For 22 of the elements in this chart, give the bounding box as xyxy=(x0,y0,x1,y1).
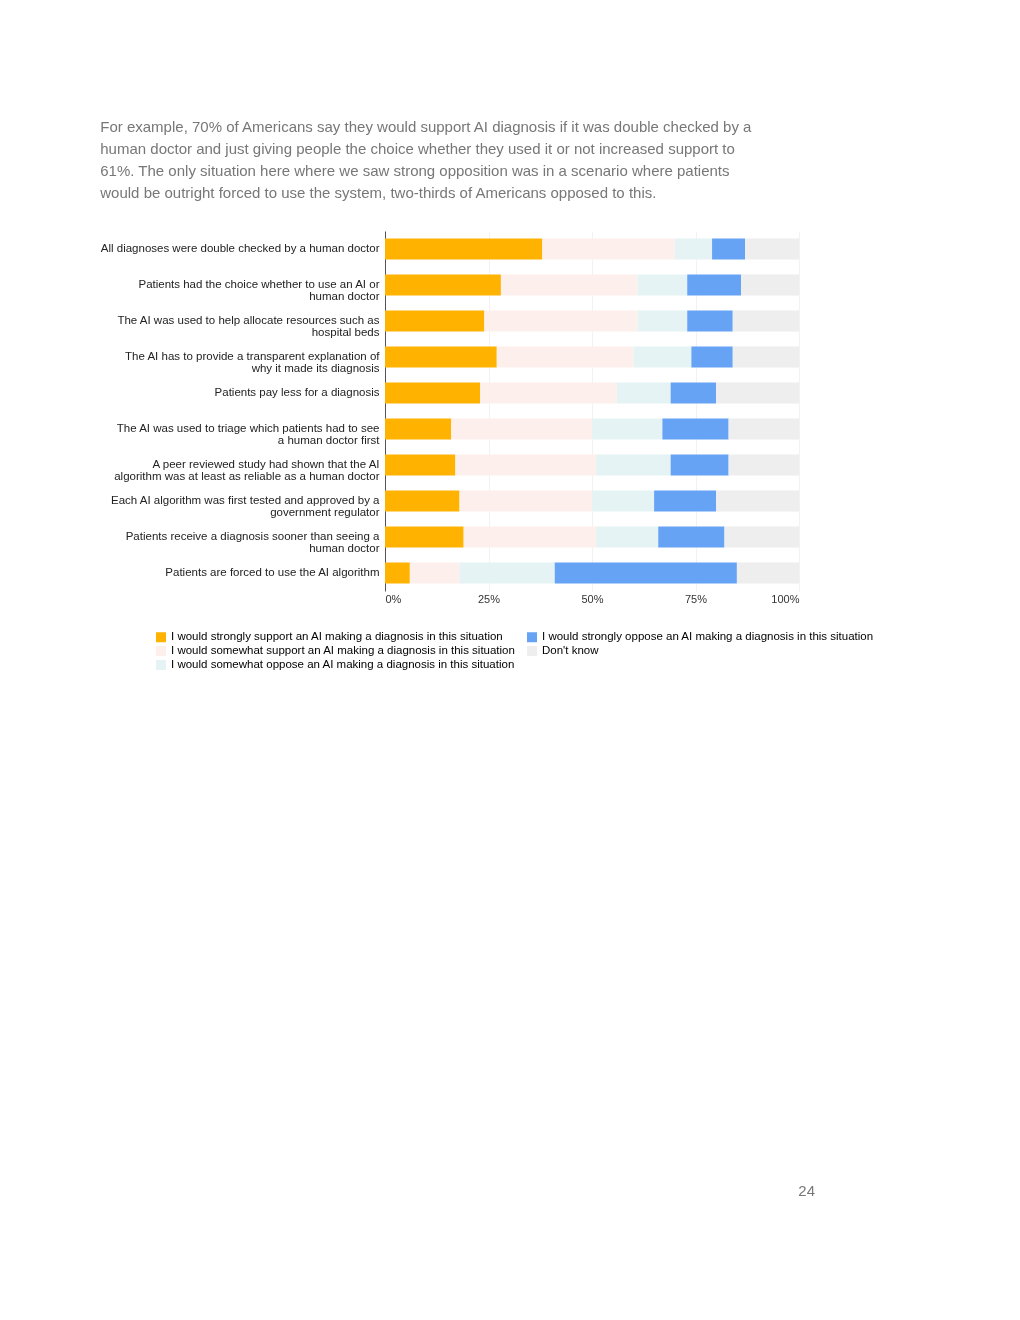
y-tick-label: All diagnoses were double checked by a human doctor xyxy=(100,242,380,254)
y-tick-label: The AI was used to triage which patients had to see a human doctor first xyxy=(116,422,381,446)
x-tick-label: 100% xyxy=(771,592,800,605)
x-tick-label: 50% xyxy=(581,592,604,605)
y-tick-label: Patients are forced to use the AI algorithm xyxy=(165,566,380,578)
y-tick-label: Patients had the choice whether to use an AI or human doctor xyxy=(138,278,380,302)
x-tick-label: 75% xyxy=(684,592,708,605)
y-tick-label: Patients receive a diagnosis sooner than seeing a human doctor xyxy=(125,530,381,554)
chart-subtitle: For example, 70% of Americans say they would support AI diagnosis if it was double checked by a human doctor and just giving people the choice whether they used it or not increased support to 61%. The only situation here where we saw strong opposition was in a scenario where patients would be outright forced to use the system, two-thirds of Americans opposed to this. xyxy=(99,118,753,201)
y-tick-label: The AI was used to help allocate resources such as hospital beds xyxy=(117,314,380,338)
legend-label: Don't know xyxy=(542,644,600,656)
y-tick-label: Patients pay less for a diagnosis xyxy=(214,386,380,398)
y-tick-label: A peer reviewed study had shown that the AI algorithm was at least as reliable as a human doctor xyxy=(114,458,380,482)
y-tick-label: The AI has to provide a transparent explanation of why it made its diagnosis xyxy=(125,350,381,374)
x-tick-label: 25% xyxy=(477,592,501,605)
x-tick-label: 0% xyxy=(385,592,402,605)
legend-label: I would strongly support an AI making a diagnosis in this situation xyxy=(171,630,503,643)
legend-label: I would somewhat support an AI making a diagnosis in this situation xyxy=(171,644,515,656)
legend-label: I would strongly oppose an AI making a diagnosis in this situation xyxy=(542,630,874,643)
legend-label: I would somewhat oppose an AI making a diagnosis in this situation xyxy=(171,658,515,670)
text: 24 xyxy=(798,1182,815,1199)
y-tick-label: Each AI algorithm was first tested and approved by a government regulator xyxy=(111,494,381,518)
